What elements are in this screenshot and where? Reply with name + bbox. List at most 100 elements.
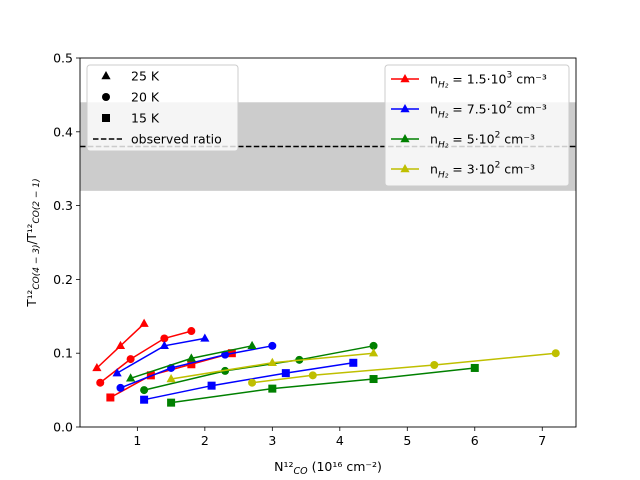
x-tick-label: 5: [403, 433, 411, 448]
y-tick-label: 0.2: [53, 272, 73, 287]
marker-legend-box: [86, 64, 239, 152]
series-label-part: n: [430, 102, 438, 117]
y-tick-label: 0.5: [53, 51, 73, 66]
x-label-part: (10¹⁶ cm⁻²): [308, 459, 382, 474]
data-point-8-3: [470, 363, 479, 372]
legend-circle-marker: [102, 93, 110, 101]
series-line-8: [170, 367, 475, 404]
marker-legend-label: 20 K: [131, 90, 160, 105]
y-tick-label: 0.0: [53, 420, 73, 435]
series-legend-label: nH₂ = 3·102 cm⁻³: [430, 161, 535, 181]
x-tick-label: 3: [268, 433, 276, 448]
data-point-8-0: [167, 398, 176, 407]
legend-triangle-marker: [101, 71, 111, 80]
series-label-sub: H₂: [438, 111, 449, 121]
data-point-1-1: [126, 355, 135, 364]
data-point-10-0: [248, 378, 257, 387]
y-label-part: T¹²: [25, 289, 39, 307]
data-point-2-2: [187, 360, 196, 369]
legends: 25 K 20 K 15 K observed ratio nH₂ = 1.5·103 …: [86, 64, 570, 187]
series-line-5: [143, 362, 354, 401]
series-line-7: [143, 345, 374, 391]
x-tick-label: 4: [336, 433, 344, 448]
data-point-8-2: [369, 375, 378, 384]
series-label-part: n: [430, 132, 438, 147]
series-label-part: = 7.5·10: [448, 102, 506, 117]
x-label-sub: CO: [293, 466, 308, 477]
legend-triangle-marker: [400, 164, 410, 173]
axes: 1 2 3 4 5 6 7 0.0 0.1 0.2 0.3 0.4 0.5 N¹²CO (10¹⁶ cm⁻…: [25, 51, 577, 477]
data-point-6-0: [126, 373, 136, 382]
data-point-5-0: [140, 395, 149, 404]
x-tick-label: 2: [201, 433, 209, 448]
marker-legend-label: observed ratio: [131, 132, 222, 147]
data-point-7-3: [369, 341, 378, 350]
series-label-part: cm⁻³: [512, 102, 547, 117]
series-line-1: [99, 330, 192, 384]
axes-frame: [79, 57, 577, 428]
data-point-9-1: [267, 357, 277, 366]
data-point-1-2: [160, 334, 169, 343]
marker-legend-label: 15 K: [131, 111, 160, 126]
y-tick-label: 0.3: [53, 198, 73, 213]
series-label-part: cm⁻³: [512, 72, 547, 87]
series-label-sup: 2: [495, 161, 501, 171]
data-point-4-2: [221, 350, 230, 359]
x-label-part: N¹²: [274, 459, 293, 474]
series-label-sup: 2: [507, 101, 513, 111]
series-label-sub: H₂: [438, 141, 449, 151]
data-point-8-1: [268, 384, 277, 393]
series-label-part: cm⁻³: [500, 162, 535, 177]
series-label-sub: H₂: [438, 171, 449, 181]
data-point-9-2: [368, 348, 379, 357]
series-line-4: [120, 345, 273, 389]
data-point-5-1: [207, 381, 216, 390]
series-legend-box: [384, 64, 570, 187]
data-point-6-1: [186, 353, 196, 362]
series-label-sub: H₂: [438, 81, 449, 91]
data-point-0-1: [115, 340, 126, 350]
series-label-part: n: [430, 162, 438, 177]
x-tick-label: 7: [538, 433, 546, 448]
data-point-1-3: [187, 327, 196, 336]
data-point-4-0: [116, 383, 125, 392]
data-point-10-1: [308, 371, 317, 380]
y-label-sub: CO(4 − 3): [32, 245, 42, 290]
series-line-10: [252, 352, 556, 384]
series-label-part: = 5·10: [448, 132, 494, 147]
data-point-7-0: [140, 386, 149, 395]
data-point-0-2: [139, 318, 149, 327]
series-legend-label: nH₂ = 7.5·102 cm⁻³: [430, 101, 547, 121]
data-point-3-0: [112, 368, 122, 377]
legend-triangle-marker: [400, 134, 410, 143]
data-point-3-1: [159, 340, 169, 350]
legend-triangle-marker: [400, 74, 410, 83]
legend-square-marker: [102, 114, 110, 122]
series-label-part: cm⁻³: [500, 132, 535, 147]
series-legend-label: nH₂ = 5·102 cm⁻³: [430, 131, 535, 151]
series-legend-label: nH₂ = 1.5·103 cm⁻³: [430, 71, 547, 91]
y-label-sub: CO(2 − 1): [32, 178, 42, 223]
series-label-sup: 2: [495, 131, 501, 141]
data-point-1-0: [96, 378, 105, 387]
series-label-part: = 3·10: [448, 162, 494, 177]
data-point-4-3: [268, 341, 277, 350]
y-tick-label: 0.1: [53, 346, 73, 361]
data-point-6-2: [247, 340, 257, 350]
x-axis-label: N¹²CO (10¹⁶ cm⁻²): [274, 459, 382, 477]
series-label-sup: 3: [507, 71, 513, 81]
data-point-5-3: [349, 358, 358, 367]
y-label-part: /T¹²: [25, 223, 39, 244]
data-point-5-2: [281, 369, 290, 378]
legend-triangle-marker: [400, 104, 410, 113]
data-point-10-3: [551, 349, 560, 358]
x-tick-label: 6: [471, 433, 479, 448]
series-label-part: n: [430, 72, 438, 87]
data-point-9-0: [166, 374, 176, 383]
data-point-10-2: [430, 361, 439, 370]
marker-legend-label: 25 K: [131, 69, 160, 84]
x-tick-label: 1: [133, 433, 141, 448]
series-label-part: = 1.5·10: [448, 72, 506, 87]
data-point-2-0: [106, 393, 115, 402]
